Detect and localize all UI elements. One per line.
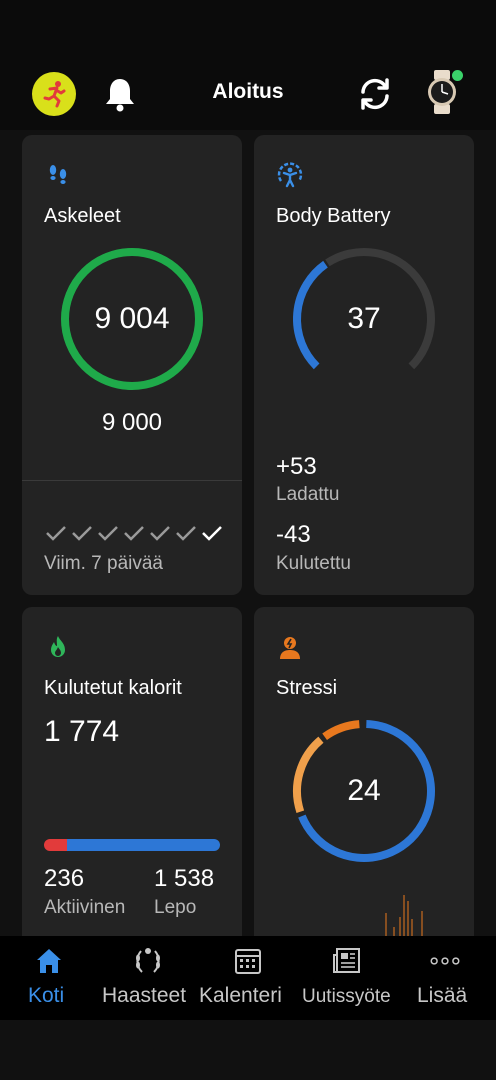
- tab-more[interactable]: Lisää: [410, 936, 486, 1020]
- charged-value: +53: [276, 453, 317, 480]
- tab-label-challenges: Haasteet: [102, 984, 187, 1007]
- day-check-icon: [202, 526, 222, 541]
- tab-label-calendar: Kalenteri: [199, 984, 282, 1007]
- stress-card[interactable]: Stressi 24: [254, 607, 474, 936]
- week-label: Viim. 7 päivää: [44, 553, 163, 574]
- stress-icon: [280, 637, 300, 659]
- tab-calendar[interactable]: Kalenteri: [198, 936, 298, 1020]
- body-battery-value: 37: [347, 302, 381, 335]
- bell-icon[interactable]: [100, 74, 140, 114]
- body-battery-gauge: [293, 248, 435, 370]
- tab-challenges[interactable]: Haasteet: [100, 936, 196, 1020]
- drained-value: -43: [276, 521, 311, 548]
- body-battery-card[interactable]: Body Battery 37 +53 Ladattu -43 Kulutett…: [254, 135, 474, 595]
- tab-label-newsfeed: Uutissyöte: [302, 986, 391, 1007]
- steps-title: Askeleet: [44, 205, 121, 227]
- tab-home[interactable]: Koti: [14, 936, 84, 1020]
- home-icon: [37, 949, 61, 973]
- calendar-icon: [235, 949, 261, 974]
- flame-icon: [51, 636, 65, 657]
- watch-icon[interactable]: [422, 68, 462, 116]
- dashboard: Askeleet 9 004 9 000 Viim. 7 päivää Body…: [0, 130, 496, 936]
- tab-label-home: Koti: [28, 984, 65, 1007]
- active-calories-value: 236: [44, 865, 85, 892]
- day-check-icon: [176, 526, 196, 541]
- day-check-icon: [124, 526, 144, 541]
- profile-avatar[interactable]: [32, 72, 76, 116]
- calories-value: 1 774: [44, 715, 120, 748]
- system-nav-area: [0, 1020, 496, 1080]
- page-title: Aloitus: [212, 80, 284, 103]
- charged-label: Ladattu: [276, 484, 340, 505]
- steps-goal: 9 000: [101, 409, 163, 436]
- steps-card[interactable]: Askeleet 9 004 9 000 Viim. 7 päivää: [22, 135, 242, 595]
- day-check-icon: [150, 526, 170, 541]
- top-bar: Aloitus: [0, 0, 496, 130]
- active-calories-segment: [44, 839, 68, 851]
- more-icon: [430, 957, 460, 965]
- stress-ring: [293, 720, 435, 862]
- footsteps-icon: [49, 165, 67, 184]
- calories-title: Kulutetut kalorit: [44, 677, 182, 699]
- divider: [22, 480, 242, 481]
- laurel-icon: [136, 948, 160, 973]
- day-check-icon: [98, 526, 118, 541]
- rest-calories-segment: [67, 839, 220, 851]
- day-check-icon: [46, 526, 66, 541]
- rest-calories-label: Lepo: [154, 897, 197, 918]
- tab-newsfeed[interactable]: Uutissyöte: [300, 936, 394, 1020]
- body-battery-icon: [277, 162, 303, 188]
- bottom-tab-bar: Koti Haasteet Kalenteri: [0, 936, 496, 1020]
- body-battery-title: Body Battery: [276, 205, 391, 227]
- stress-title: Stressi: [276, 677, 338, 699]
- day-check-icon: [72, 526, 92, 541]
- drained-label: Kulutettu: [276, 553, 351, 574]
- active-calories-label: Aktiivinen: [44, 897, 126, 918]
- stress-value: 24: [347, 774, 381, 807]
- sync-icon[interactable]: [355, 74, 395, 114]
- stress-timeline: [385, 895, 423, 936]
- rest-calories-value: 1 538: [154, 865, 215, 892]
- device-connected-dot: [452, 70, 463, 81]
- steps-ring: [61, 248, 203, 390]
- calories-card[interactable]: Kulutetut kalorit 1 774 236 Aktiivinen 1…: [22, 607, 242, 936]
- steps-value: 9 004: [94, 302, 170, 335]
- newsfeed-icon: [333, 948, 360, 973]
- week-checks: [44, 522, 224, 544]
- runner-icon: [43, 81, 66, 108]
- calories-bar: [44, 839, 220, 851]
- tab-label-more: Lisää: [417, 984, 468, 1007]
